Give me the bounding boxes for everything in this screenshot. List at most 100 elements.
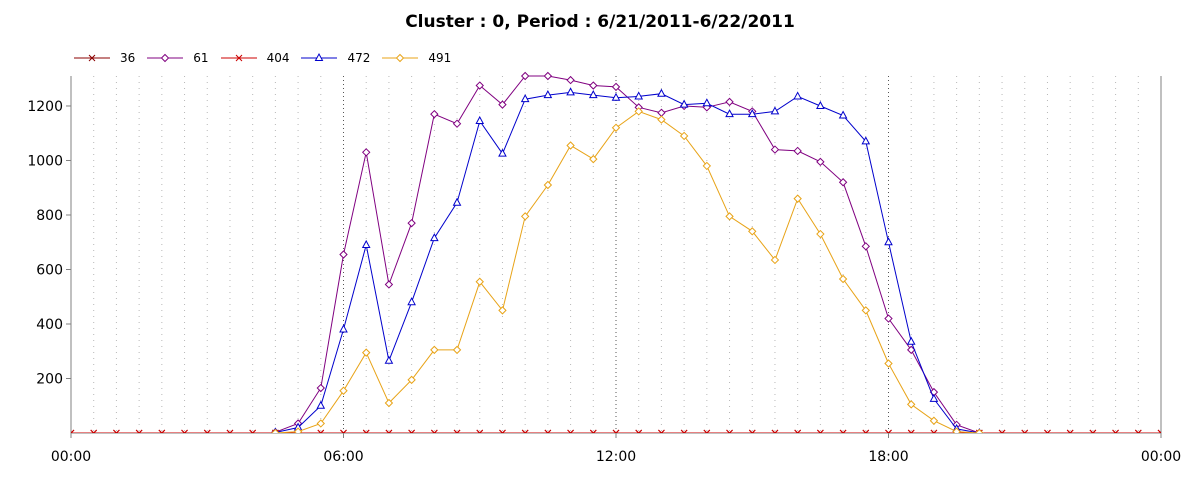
data-point-61	[793, 146, 802, 156]
data-point-491	[475, 277, 484, 286]
series-line-491	[275, 110, 980, 433]
data-point-404	[771, 429, 779, 433]
data-point-472	[702, 98, 712, 107]
data-point-404	[1134, 429, 1142, 433]
data-point-491	[884, 359, 893, 368]
data-point-404	[907, 429, 915, 433]
data-point-61	[725, 97, 734, 107]
data-point-472	[747, 109, 757, 118]
data-point-491	[293, 427, 303, 433]
data-point-61	[520, 71, 530, 81]
legend-item: 472	[301, 51, 370, 65]
data-point-61	[407, 218, 416, 228]
data-point-404	[408, 429, 415, 433]
data-point-404	[203, 429, 211, 433]
data-point-491	[725, 212, 734, 221]
data-point-491	[770, 255, 780, 265]
legend-item: 61	[147, 51, 209, 65]
data-point-61	[430, 109, 439, 119]
data-point-491	[339, 386, 348, 395]
data-point-61	[384, 280, 394, 289]
data-point-491	[611, 123, 621, 132]
data-point-404	[930, 429, 938, 433]
legend-swatch	[382, 53, 419, 63]
data-point-472	[861, 136, 871, 145]
legend-label: 472	[347, 51, 371, 65]
data-point-404	[544, 429, 552, 433]
data-point-404	[635, 429, 643, 433]
data-point-61	[316, 383, 325, 393]
legend-label: 491	[428, 51, 452, 65]
data-point-61	[566, 75, 575, 85]
data-point-404	[1066, 429, 1074, 433]
data-point-404	[113, 429, 120, 433]
data-point-404	[362, 429, 370, 433]
data-point-491	[793, 194, 802, 203]
data-point-491	[543, 180, 553, 190]
data-point-491	[861, 306, 870, 315]
data-point-404	[567, 429, 574, 433]
x-tick-label: 00:00	[51, 449, 91, 465]
data-point-491	[407, 375, 416, 385]
data-point-472	[679, 99, 689, 108]
data-point-61	[611, 82, 621, 92]
legend-swatch	[74, 54, 110, 62]
data-point-61	[861, 242, 870, 251]
data-point-61	[362, 148, 371, 157]
data-point-61	[657, 108, 666, 117]
x-tick-label: 00:00	[1141, 449, 1181, 465]
data-point-491	[952, 427, 961, 433]
data-point-491	[838, 274, 848, 284]
data-point-61	[838, 178, 848, 187]
data-point-404	[839, 429, 847, 433]
data-point-61	[884, 314, 893, 323]
data-point-472	[816, 100, 825, 109]
data-point-491	[566, 141, 575, 150]
data-point-404	[998, 429, 1006, 433]
data-point-491	[657, 115, 666, 124]
x-tick-label: 12:00	[596, 449, 636, 465]
legend-label: 36	[120, 51, 136, 65]
data-point-472	[543, 90, 553, 99]
data-point-491	[316, 419, 325, 428]
data-point-404	[612, 429, 620, 433]
data-point-491	[589, 154, 598, 164]
data-point-472	[498, 148, 507, 157]
data-point-491	[271, 428, 280, 433]
data-point-472	[725, 109, 734, 118]
data-point-404	[658, 429, 665, 433]
y-tick-label: 600	[36, 262, 63, 278]
data-point-472	[838, 110, 848, 119]
data-point-404	[90, 429, 98, 433]
data-point-491	[362, 348, 371, 357]
y-tick-label: 1200	[27, 99, 63, 115]
data-point-404	[385, 429, 393, 433]
legend-item: 404	[220, 51, 289, 65]
data-point-61	[339, 250, 348, 259]
data-point-61	[589, 81, 598, 90]
y-tick-label: 200	[36, 371, 63, 387]
data-point-472	[566, 87, 575, 96]
data-point-61	[770, 145, 780, 154]
data-point-472	[452, 197, 462, 206]
data-point-404	[226, 429, 234, 433]
x-tick-label: 18:00	[868, 449, 908, 465]
data-point-472	[429, 233, 439, 242]
y-tick-label: 800	[36, 208, 63, 224]
data-point-404	[499, 429, 506, 433]
data-point-404	[453, 429, 461, 433]
data-point-61	[543, 71, 553, 81]
data-point-472	[316, 400, 326, 409]
data-point-491	[929, 416, 939, 425]
data-point-472	[793, 91, 803, 100]
data-point-61	[452, 119, 462, 128]
data-point-491	[816, 229, 825, 239]
data-point-472	[520, 94, 530, 103]
data-point-404	[748, 429, 756, 433]
data-point-491	[520, 212, 530, 221]
legend-item: 36	[74, 51, 135, 65]
data-point-491	[634, 107, 643, 116]
series-line-61	[275, 75, 980, 433]
data-point-472	[361, 239, 371, 248]
